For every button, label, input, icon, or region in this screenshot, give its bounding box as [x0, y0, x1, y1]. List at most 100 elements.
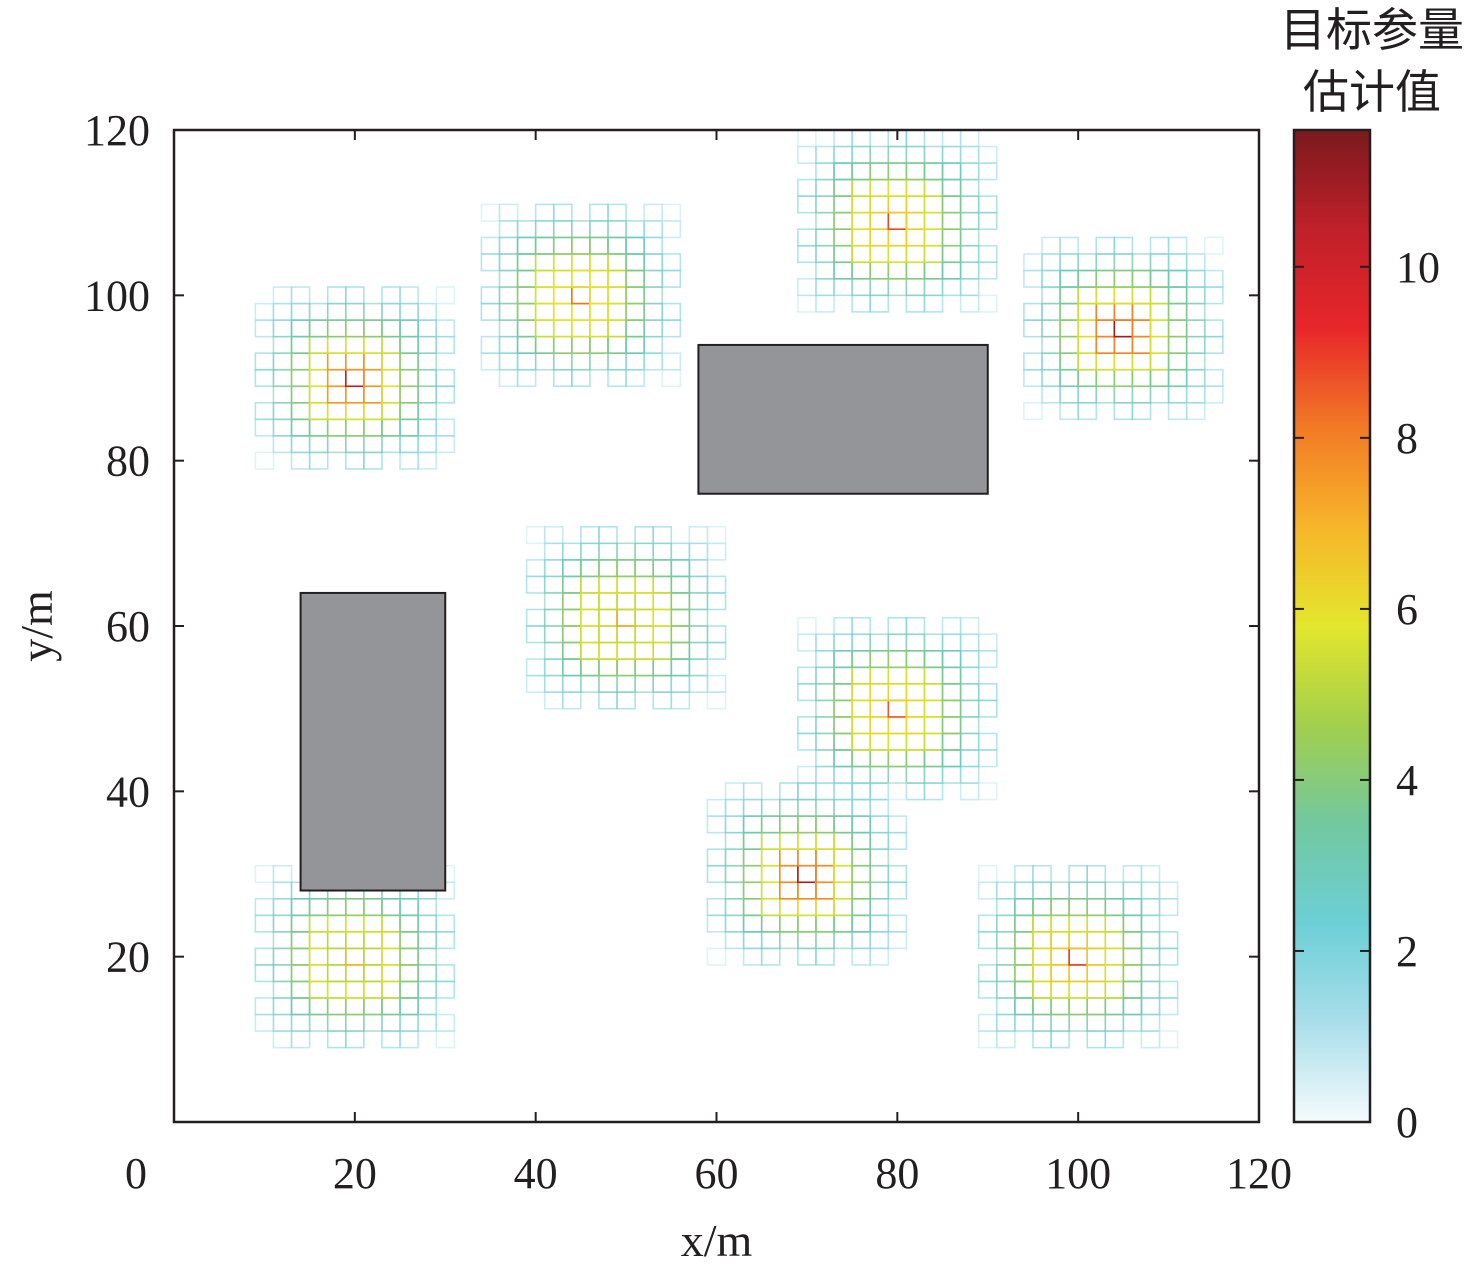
heat-cell: [1086, 947, 1107, 966]
heat-cell: [399, 418, 419, 437]
heat-cell: [561, 691, 582, 710]
heat-cell: [905, 145, 926, 164]
heat-cell: [417, 352, 438, 371]
heat-cell: [381, 980, 401, 999]
heat-cell: [381, 286, 401, 305]
heat-cell: [1149, 302, 1170, 321]
heat-cell: [706, 691, 727, 710]
heat-cell: [589, 203, 609, 222]
heat-cell: [607, 335, 627, 354]
heat-cell: [1095, 385, 1116, 404]
heat-cell: [363, 947, 383, 966]
heat-cell: [1014, 980, 1034, 999]
heat-cell: [760, 798, 781, 817]
heat-cell: [1077, 253, 1098, 272]
heat-cell: [815, 765, 835, 784]
heat-cell: [833, 244, 853, 264]
heat-cell: [1014, 947, 1034, 966]
heat-cell: [887, 228, 908, 247]
heat-cell: [1131, 352, 1152, 371]
heat-cell: [815, 864, 835, 884]
heat-cell: [1167, 385, 1188, 404]
heat-cell: [652, 674, 673, 693]
heat-cell: [634, 525, 655, 545]
heat-cell: [543, 525, 564, 545]
heat-cell: [381, 931, 401, 950]
heat-cell: [661, 269, 682, 288]
heat-cell: [272, 286, 293, 305]
heat-cell: [290, 947, 311, 966]
heat-cell: [977, 1030, 998, 1049]
heat-cell: [706, 592, 727, 611]
heat-cell: [363, 964, 383, 983]
heat-cell: [959, 649, 980, 669]
heat-cell: [1149, 286, 1170, 305]
heat-cell: [670, 641, 691, 660]
heat-cell: [272, 302, 293, 321]
heat-cell: [326, 1030, 347, 1049]
heat-cell: [534, 352, 555, 371]
heat-cell: [344, 964, 365, 983]
heat-cell: [977, 649, 998, 669]
heat-cell: [589, 220, 609, 239]
heat-cell: [724, 831, 745, 851]
heat-cell: [797, 683, 817, 702]
heat-cell: [797, 881, 817, 900]
heat-cell: [598, 658, 618, 677]
heat-cell: [598, 608, 618, 627]
heat-cell: [905, 716, 926, 735]
heat-cell: [417, 451, 438, 470]
heat-cell: [869, 782, 890, 801]
heat-cell: [815, 749, 835, 768]
heat-cell: [1122, 980, 1143, 999]
heat-cell: [1104, 947, 1125, 966]
heat-cell: [1167, 368, 1188, 388]
heat-cell: [534, 319, 555, 338]
heat-cell: [290, 997, 311, 1016]
heat-cell: [1032, 1030, 1052, 1049]
heat-cell: [571, 335, 591, 354]
y-tick-label: 20: [106, 933, 150, 982]
x-tick-label: 20: [333, 1149, 377, 1198]
heat-cell: [254, 864, 275, 884]
heat-cell: [887, 716, 908, 735]
heat-cell: [869, 931, 890, 950]
heat-cell: [1086, 1013, 1107, 1032]
heat-cell: [1140, 964, 1161, 983]
heat-cell: [1050, 897, 1070, 917]
heat-cell: [815, 782, 835, 801]
heat-cell: [833, 277, 853, 297]
heat-cell: [941, 683, 962, 702]
heat-cell: [941, 261, 962, 280]
heat-cell: [625, 319, 645, 338]
heat-cell: [552, 335, 573, 354]
heat-cell: [326, 931, 347, 950]
heat-cell: [516, 269, 537, 288]
heat-cell: [616, 625, 636, 644]
heat-cell: [399, 931, 419, 950]
heat-cell: [941, 228, 962, 247]
heat-cell: [1203, 368, 1224, 388]
heat-cell: [1104, 914, 1125, 933]
heat-cell: [272, 319, 293, 338]
heat-cell: [643, 335, 664, 354]
heat-cell: [887, 277, 908, 297]
heat-cell: [326, 964, 347, 983]
heat-cell: [516, 368, 537, 388]
heat-cell: [1131, 269, 1152, 288]
heat-cell: [417, 335, 438, 354]
heat-cell: [797, 897, 817, 917]
heat-cell: [254, 302, 275, 321]
heat-cell: [1203, 269, 1224, 288]
heat-cell: [905, 666, 926, 685]
heat-cell: [534, 335, 555, 354]
heat-cell: [1077, 319, 1098, 338]
heat-cell: [706, 542, 727, 561]
heat-cell: [290, 335, 311, 354]
heat-cell: [417, 1013, 438, 1032]
heat-cell: [797, 732, 817, 751]
heat-cell: [1185, 302, 1206, 321]
heat-cell: [1077, 352, 1098, 371]
heat-cell: [1131, 302, 1152, 321]
heat-cell: [344, 335, 365, 354]
